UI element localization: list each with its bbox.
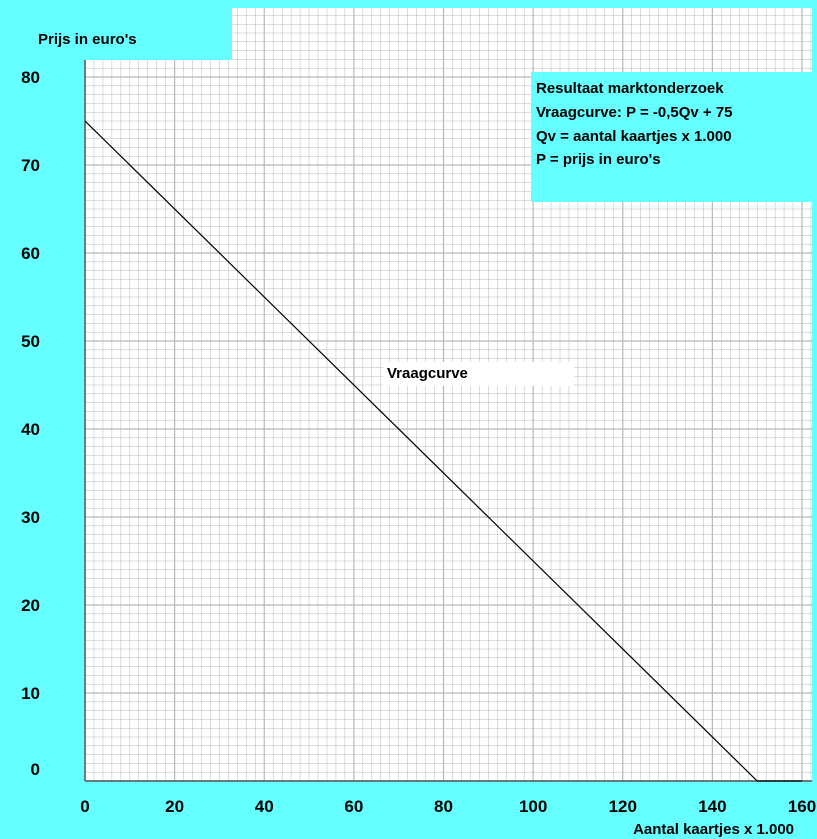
curve-label-box bbox=[383, 362, 574, 386]
info-box-title: Resultaat marktonderzoek bbox=[536, 80, 724, 97]
y-tick-label: 80 bbox=[21, 68, 40, 87]
x-tick-label: 40 bbox=[255, 797, 274, 816]
y-tick-labels: 0 10 20 30 40 50 60 70 80 bbox=[21, 68, 40, 779]
x-tick-label: 60 bbox=[344, 797, 363, 816]
info-box-equation: Vraagcurve: P = -0,5Qv + 75 bbox=[536, 104, 733, 121]
y-tick-label: 60 bbox=[21, 244, 40, 263]
y-tick-label: 50 bbox=[21, 332, 40, 351]
y-tick-label: 20 bbox=[21, 596, 40, 615]
x-axis-title: Aantal kaartjes x 1.000 bbox=[633, 821, 794, 838]
x-tick-label: 0 bbox=[80, 797, 89, 816]
y-tick-label: 30 bbox=[21, 508, 40, 527]
y-tick-label: 40 bbox=[21, 420, 40, 439]
x-tick-label: 120 bbox=[609, 797, 637, 816]
x-tick-label: 80 bbox=[434, 797, 453, 816]
y-axis-title-box bbox=[0, 0, 232, 60]
y-tick-label: 10 bbox=[21, 684, 40, 703]
demand-curve-line bbox=[84, 120, 802, 782]
info-box bbox=[531, 72, 812, 202]
curve-label: Vraagcurve bbox=[387, 365, 468, 382]
info-box-p-definition: P = prijs in euro's bbox=[536, 151, 661, 168]
x-tick-label: 160 bbox=[788, 797, 816, 816]
x-tick-label: 100 bbox=[519, 797, 547, 816]
y-tick-label: 0 bbox=[31, 760, 40, 779]
y-axis-title: Prijs in euro's bbox=[38, 31, 137, 48]
x-tick-labels: 0 20 40 60 80 100 120 140 160 bbox=[80, 797, 816, 816]
info-box-qv-definition: Qv = aantal kaartjes x 1.000 bbox=[536, 128, 732, 145]
x-tick-label: 20 bbox=[165, 797, 184, 816]
series-group bbox=[84, 120, 802, 782]
x-tick-label: 140 bbox=[698, 797, 726, 816]
y-tick-label: 70 bbox=[21, 156, 40, 175]
